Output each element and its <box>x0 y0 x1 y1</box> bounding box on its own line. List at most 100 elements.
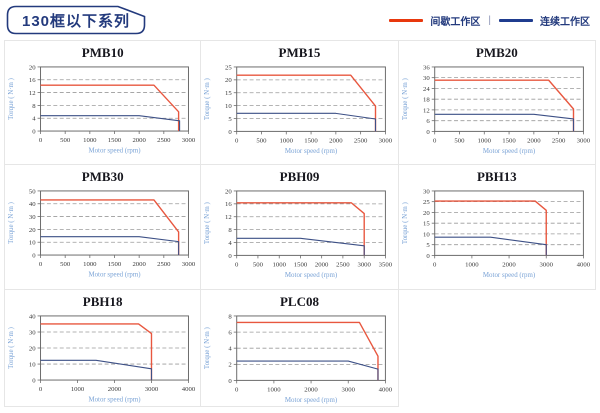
svg-text:500: 500 <box>253 261 264 268</box>
svg-text:4000: 4000 <box>576 261 590 268</box>
svg-text:1500: 1500 <box>502 137 516 144</box>
chart-cell-pmb15: PMB15 0 500 1000 1500 2000 2500 3000 0 5 10 15 20 25… <box>201 40 399 165</box>
svg-text:Motor speed (rpm): Motor speed (rpm) <box>88 272 140 279</box>
svg-text:2000: 2000 <box>108 386 122 393</box>
svg-text:30: 30 <box>29 214 36 221</box>
svg-text:Torque ( N·m ): Torque ( N·m ) <box>402 78 409 120</box>
svg-text:3000: 3000 <box>342 386 356 393</box>
svg-text:20: 20 <box>29 64 36 71</box>
svg-text:0: 0 <box>32 252 36 259</box>
svg-text:2000: 2000 <box>527 137 541 144</box>
svg-text:6: 6 <box>426 118 430 125</box>
svg-text:8: 8 <box>32 103 36 110</box>
header: 130框以下系列 间歇工作区 | 连续工作区 <box>0 0 600 38</box>
legend-separator: | <box>488 14 491 26</box>
svg-text:20: 20 <box>29 345 36 352</box>
svg-text:30: 30 <box>423 75 430 82</box>
svg-text:12: 12 <box>29 90 36 97</box>
svg-text:0: 0 <box>39 386 43 393</box>
svg-text:1000: 1000 <box>83 137 97 144</box>
svg-text:1000: 1000 <box>267 386 281 393</box>
torque-speed-chart-pbh13: 0 1000 2000 3000 4000 0 5 10 15 20 25 30 Motor speed… <box>402 188 591 279</box>
svg-text:Torque ( N·m ): Torque ( N·m ) <box>8 202 15 244</box>
svg-text:Torque ( N·m ): Torque ( N·m ) <box>204 202 211 244</box>
svg-text:0: 0 <box>32 128 36 135</box>
svg-text:3500: 3500 <box>379 261 393 268</box>
svg-text:16: 16 <box>29 77 36 84</box>
series-title-tag: 130框以下系列 <box>6 5 146 35</box>
svg-text:2000: 2000 <box>329 137 343 144</box>
svg-text:3000: 3000 <box>358 261 372 268</box>
chart-title: PBH18 <box>82 294 123 309</box>
svg-text:0: 0 <box>235 137 239 144</box>
svg-text:2: 2 <box>229 362 232 369</box>
chart-title: PLC08 <box>279 294 319 309</box>
svg-text:30: 30 <box>423 188 430 195</box>
svg-text:Torque ( N·m ): Torque ( N·m ) <box>8 78 15 120</box>
svg-text:0: 0 <box>32 377 36 384</box>
chart-title: PMB10 <box>81 45 124 60</box>
svg-text:500: 500 <box>257 137 268 144</box>
svg-text:3000: 3000 <box>182 261 196 268</box>
svg-text:10: 10 <box>29 361 36 368</box>
tag-border-shape <box>6 5 146 35</box>
svg-text:18: 18 <box>423 97 430 104</box>
torque-speed-chart-pmb30: 0 500 1000 1500 2000 2500 3000 0 10 20 30 40 50 Motor… <box>8 188 196 279</box>
svg-text:Torque ( N·m ): Torque ( N·m ) <box>204 78 211 120</box>
legend-label-intermittent: 间歇工作区 <box>430 16 481 28</box>
torque-speed-chart-pmb10: 0 500 1000 1500 2000 2500 3000 0 4 8 12 16 20 Motor s… <box>8 64 196 154</box>
svg-text:4: 4 <box>229 346 233 353</box>
svg-text:500: 500 <box>454 137 465 144</box>
svg-text:Motor speed (rpm): Motor speed (rpm) <box>285 272 337 279</box>
svg-text:25: 25 <box>423 199 430 206</box>
svg-text:2500: 2500 <box>552 137 566 144</box>
svg-text:0: 0 <box>426 129 430 136</box>
chart-title: PMB20 <box>475 45 518 60</box>
svg-text:1500: 1500 <box>294 261 308 268</box>
svg-text:Motor speed (rpm): Motor speed (rpm) <box>285 397 337 404</box>
svg-text:20: 20 <box>29 227 36 234</box>
svg-text:4: 4 <box>32 116 36 123</box>
svg-text:2500: 2500 <box>157 261 171 268</box>
svg-text:2000: 2000 <box>502 261 516 268</box>
torque-speed-chart-pmb15: 0 500 1000 1500 2000 2500 3000 0 5 10 15 20 25 Motor … <box>204 64 393 155</box>
svg-text:10: 10 <box>423 231 430 238</box>
empty-cell <box>398 290 596 407</box>
chart-title: PBH09 <box>279 169 320 184</box>
svg-text:3000: 3000 <box>182 137 196 144</box>
svg-text:50: 50 <box>29 188 36 195</box>
chart-cell-plc08: PLC08 0 1000 2000 3000 4000 0 2 4 6 8 Motor speed … <box>201 290 399 407</box>
svg-text:6: 6 <box>229 329 233 336</box>
svg-text:1000: 1000 <box>273 261 287 268</box>
svg-text:12: 12 <box>423 107 430 114</box>
svg-text:Motor speed (rpm): Motor speed (rpm) <box>483 148 535 155</box>
chart-cell-pbh13: PBH13 0 1000 2000 3000 4000 0 5 10 15 20 25 30 Motor… <box>398 165 596 290</box>
svg-text:4000: 4000 <box>379 386 393 393</box>
svg-text:2000: 2000 <box>132 137 146 144</box>
svg-text:40: 40 <box>29 201 36 208</box>
svg-text:0: 0 <box>433 261 437 268</box>
svg-text:5: 5 <box>426 242 430 249</box>
svg-text:8: 8 <box>229 313 233 320</box>
svg-text:3000: 3000 <box>145 386 159 393</box>
svg-text:24: 24 <box>423 86 430 93</box>
svg-text:500: 500 <box>60 137 71 144</box>
svg-text:8: 8 <box>229 227 233 234</box>
svg-text:40: 40 <box>29 313 36 320</box>
svg-text:36: 36 <box>423 64 430 71</box>
svg-text:0: 0 <box>235 386 239 393</box>
svg-text:Torque ( N·m ): Torque ( N·m ) <box>402 202 409 244</box>
chart-title: PMB15 <box>278 45 321 60</box>
svg-text:1500: 1500 <box>108 137 122 144</box>
svg-text:1000: 1000 <box>71 386 85 393</box>
svg-text:1000: 1000 <box>465 261 479 268</box>
svg-text:2000: 2000 <box>305 386 319 393</box>
chart-cell-pbh18: PBH18 0 1000 2000 3000 4000 0 10 20 30 40 Motor sp… <box>4 290 202 407</box>
svg-text:0: 0 <box>229 129 233 136</box>
page-title: 130框以下系列 <box>21 12 131 30</box>
svg-text:20: 20 <box>225 188 232 195</box>
svg-text:Torque ( N·m ): Torque ( N·m ) <box>8 327 15 369</box>
svg-text:1500: 1500 <box>108 261 122 268</box>
svg-text:3000: 3000 <box>379 137 393 144</box>
